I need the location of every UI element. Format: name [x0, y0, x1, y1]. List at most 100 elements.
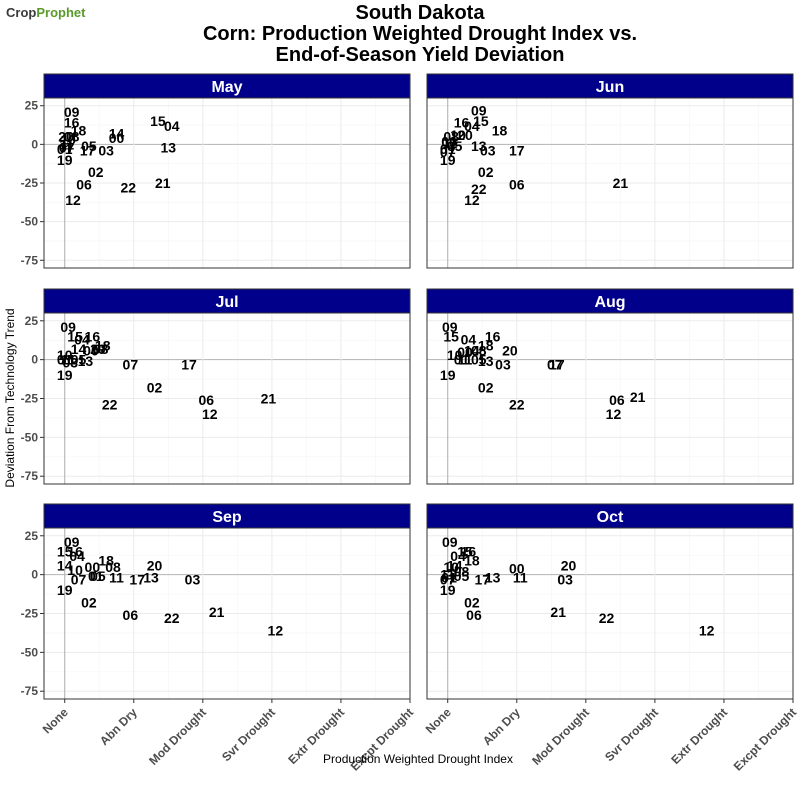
- oct-point-04: 04: [450, 548, 466, 564]
- aug-point-09: 09: [442, 319, 458, 335]
- aug-point-13: 13: [478, 353, 494, 369]
- may-point-21: 21: [155, 175, 171, 191]
- may-point-03: 03: [98, 143, 114, 159]
- sep-point-05: 05: [90, 568, 106, 584]
- may-y-tick-label: 25: [25, 99, 39, 113]
- may-point-10: 10: [60, 132, 76, 148]
- may-strip-label: May: [211, 79, 242, 96]
- oct-x-tick-label: Extr Drought: [668, 705, 730, 767]
- aug-point-12: 12: [606, 406, 622, 422]
- aug-point-07: 07: [547, 356, 563, 372]
- oct-strip-label: Oct: [597, 509, 624, 526]
- sep-point-21: 21: [209, 604, 225, 620]
- may-point-04: 04: [164, 118, 180, 134]
- sep-point-19: 19: [57, 582, 73, 598]
- sep-point-13: 13: [143, 570, 159, 586]
- jul-point-09: 09: [60, 319, 76, 335]
- may-point-07: 07: [59, 139, 75, 155]
- jul-point-08: 08: [93, 341, 109, 357]
- jun-point-15: 15: [473, 113, 489, 129]
- aug-strip: [426, 288, 794, 314]
- sep-point-08: 08: [105, 559, 121, 575]
- jun-point-03: 03: [480, 143, 496, 159]
- sep-y-tick-label: 0: [31, 568, 38, 582]
- x-axis-title: Production Weighted Drought Index: [323, 752, 513, 766]
- jun-point-12: 12: [464, 192, 480, 208]
- may-strip: [43, 73, 411, 99]
- jul-point-18: 18: [95, 338, 111, 354]
- sep-point-17: 17: [129, 571, 145, 587]
- aug-point-21: 21: [630, 389, 646, 405]
- jun-point-09: 09: [471, 102, 487, 118]
- aug-point-04: 04: [461, 331, 477, 347]
- sep-y-tick-label: 25: [25, 529, 39, 543]
- aug-point-00: 00: [457, 344, 473, 360]
- jul-point-10: 10: [57, 347, 73, 363]
- may-point-09: 09: [64, 104, 80, 120]
- jun-strip: [426, 73, 794, 99]
- aug-point-08: 08: [471, 342, 487, 358]
- jul-point-15: 15: [67, 328, 83, 344]
- sep-point-11: 11: [109, 570, 124, 586]
- sep-x-tick-label: Svr Drought: [219, 705, 278, 764]
- oct-point-20: 20: [561, 557, 577, 573]
- oct-point-08: 08: [454, 564, 470, 580]
- jun-point-18: 18: [492, 122, 508, 138]
- jul-point-05: 05: [71, 352, 87, 368]
- may-point-06: 06: [76, 177, 92, 193]
- sep-point-02: 02: [81, 595, 97, 611]
- may-y-tick-label: -25: [21, 176, 39, 190]
- oct-x-tick-label: None: [423, 705, 454, 736]
- jul-strip: [43, 288, 411, 314]
- jun-point-02: 02: [478, 164, 494, 180]
- oct-point-11b: 11: [513, 570, 528, 586]
- aug-point-20: 20: [502, 342, 518, 358]
- may-point-20: 20: [58, 129, 74, 145]
- y-axis-title: Deviation From Technology Trend: [3, 308, 17, 487]
- jul-y-tick-label: -25: [21, 392, 39, 406]
- may-point-15: 15: [150, 113, 166, 129]
- may-point-16: 16: [64, 115, 80, 131]
- aug-point-11: 11: [458, 352, 473, 368]
- aug-point-22: 22: [509, 397, 525, 413]
- title-line-2: Corn: Production Weighted Drought Index …: [202, 23, 638, 45]
- oct-point-13: 13: [485, 570, 501, 586]
- title-line-1: South Dakota: [355, 2, 485, 24]
- sep-y-tick-label: -50: [21, 645, 39, 659]
- oct-point-14: 14: [447, 557, 463, 573]
- logo-part1: Crop: [6, 5, 37, 20]
- sep-y-tick-label: -25: [21, 607, 39, 621]
- sep-point-09: 09: [64, 534, 80, 550]
- oct-x-tick-label: Svr Drought: [602, 705, 661, 764]
- may-point-19: 19: [57, 152, 73, 168]
- jul-point-19: 19: [57, 367, 73, 383]
- may-y-tick-label: 0: [31, 137, 38, 151]
- sep-point-15: 15: [57, 543, 73, 559]
- oct-point-02: 02: [464, 595, 480, 611]
- oct-strip: [426, 503, 794, 529]
- sep-y-tick-label: -75: [21, 684, 39, 698]
- oct-point-07: 07: [440, 571, 456, 587]
- jun-point-05: 05: [447, 138, 463, 154]
- oct-point-06: 06: [466, 607, 482, 623]
- aug-point-10: 10: [447, 347, 463, 363]
- may-point-12: 12: [65, 192, 81, 208]
- jul-point-04: 04: [74, 331, 90, 347]
- jun-point-21: 21: [613, 175, 629, 191]
- jun-point-10: 10: [450, 127, 466, 143]
- aug-point-17: 17: [549, 356, 565, 372]
- aug-point-19: 19: [440, 367, 456, 383]
- aug-point-18: 18: [478, 338, 494, 354]
- aug-point-05: 05: [471, 352, 487, 368]
- sep-strip: [43, 503, 411, 529]
- jun-point-20: 20: [457, 127, 473, 143]
- jul-point-06: 06: [198, 392, 214, 408]
- cropprophet-logo: CropProphet: [6, 5, 85, 20]
- oct-point-15: 15: [457, 543, 473, 559]
- sep-point-18: 18: [98, 553, 114, 569]
- may-point-22: 22: [120, 180, 136, 196]
- sep-point-06: 06: [123, 607, 139, 623]
- jul-y-tick-label: 25: [25, 314, 39, 328]
- jul-point-17: 17: [181, 356, 197, 372]
